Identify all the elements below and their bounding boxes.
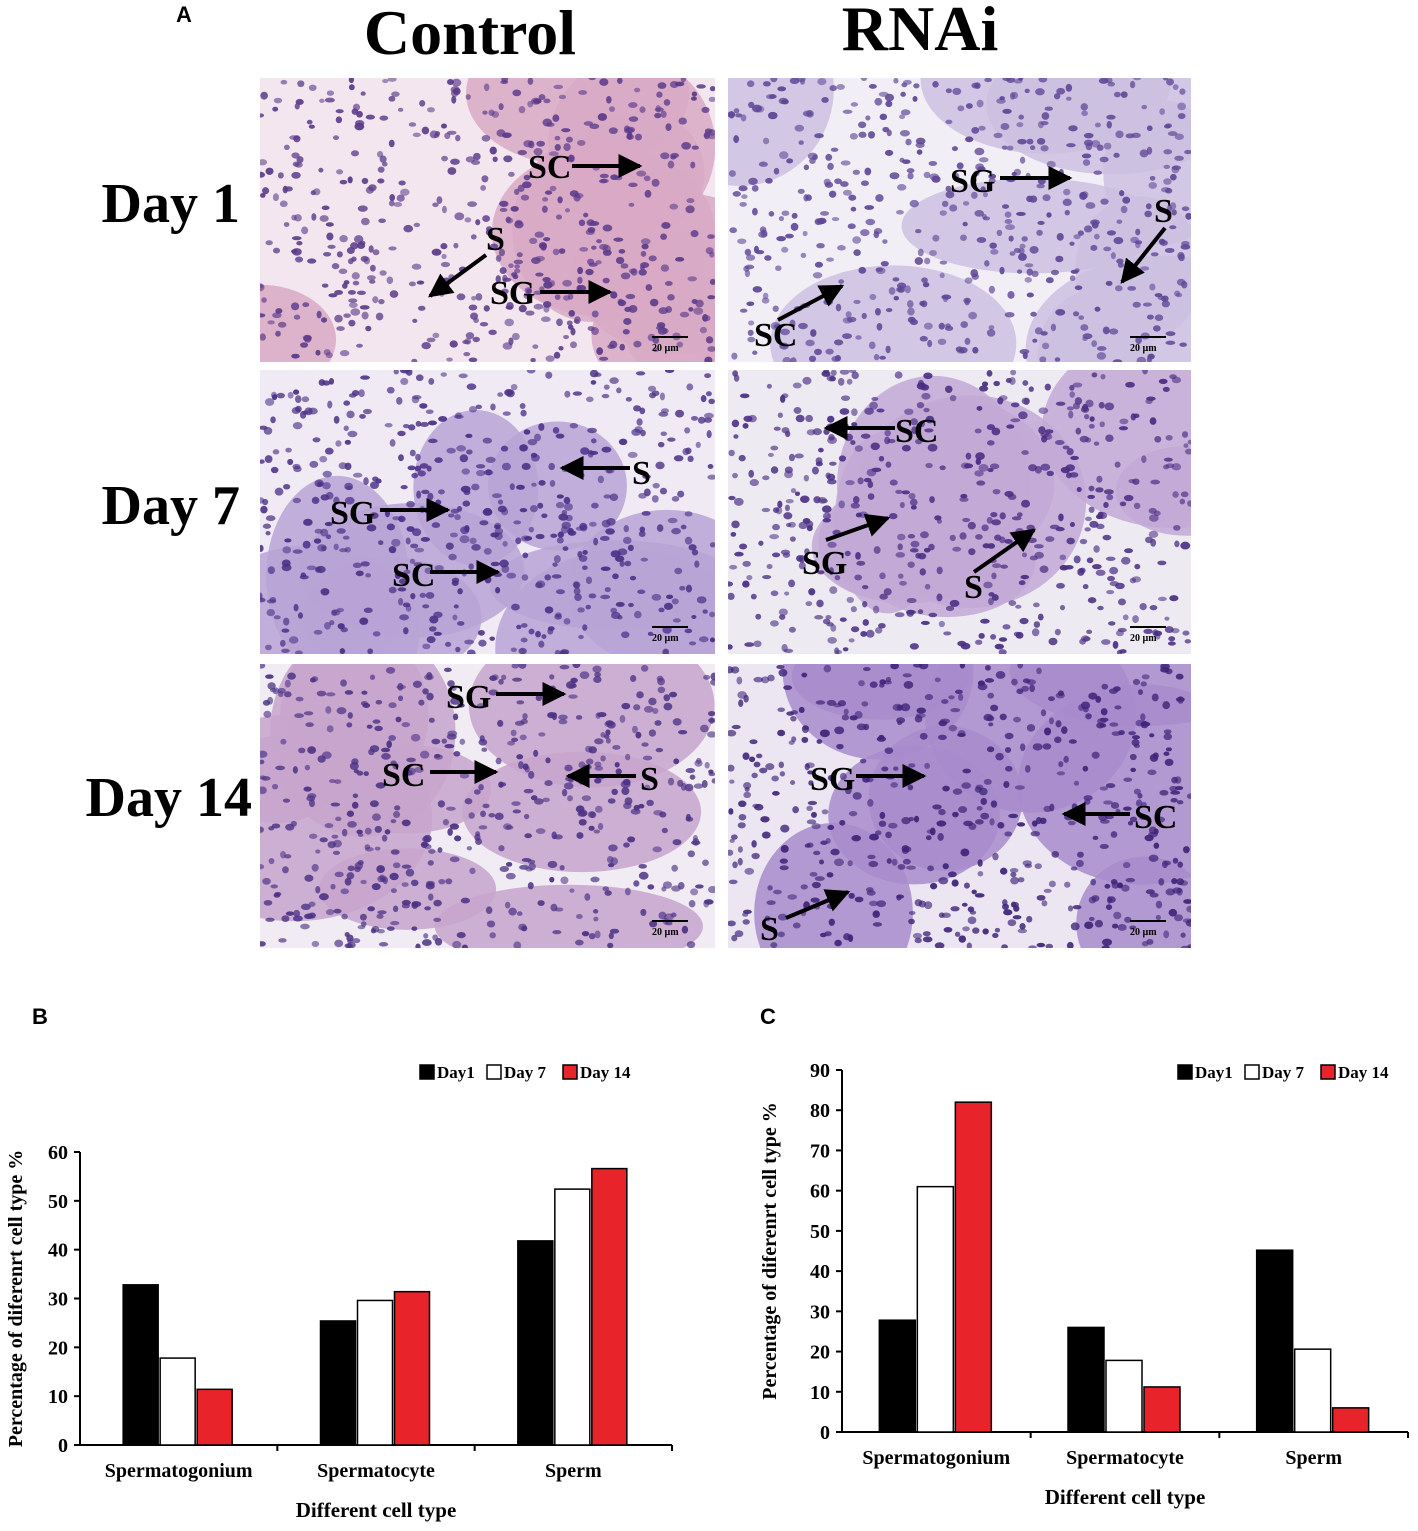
- panel-b-letter: B: [32, 1004, 48, 1029]
- x-axis-label: Different cell type: [1045, 1485, 1206, 1509]
- label-sg-r14: SG: [810, 761, 855, 798]
- bar-day7-sperm: [1293, 1348, 1332, 1433]
- legend-swatch: [1320, 1064, 1336, 1080]
- bar-day7-sperm: [554, 1188, 591, 1446]
- label-sc-r1: SC: [754, 317, 797, 354]
- y-axis-label: Percentage of diferenrt cell type %: [759, 1102, 781, 1399]
- y-axis-label: Percentage of diferenrt cell type %: [5, 1150, 27, 1447]
- x-tick-label: Spermatogonium: [862, 1447, 1010, 1469]
- legend-label: Day 14: [580, 1063, 631, 1082]
- label-sc-r7: SC: [895, 413, 938, 450]
- x-axis-label: Different cell type: [296, 1498, 457, 1522]
- x-tick-label: Sperm: [545, 1460, 602, 1482]
- legend-label: Day 7: [504, 1063, 547, 1082]
- label-sg-r7: SG: [802, 545, 847, 582]
- chart-c-svg: 0 10 20 30 40 50 60 70 80 90 Spermatogonium Spermat…: [759, 1060, 1409, 1509]
- y-tick-label: 90: [810, 1060, 830, 1082]
- micrograph-control-day14: [260, 664, 715, 948]
- legend-swatch: [1244, 1064, 1260, 1080]
- scale-bar-r1: 20 µm: [1130, 336, 1166, 356]
- chart-b: 0 10 20 30 40 50 60 Spermatogonium Spermatocyte S…: [0, 1040, 700, 1531]
- bar-day1-spermatogonium: [122, 1284, 159, 1446]
- y-tick-label: 30: [48, 1289, 68, 1311]
- bar-day1-sperm: [1255, 1249, 1294, 1433]
- label-s-c7: S: [632, 455, 651, 492]
- micrograph-control-day1: [260, 78, 715, 362]
- y-tick-label: 50: [48, 1191, 68, 1213]
- x-tick-label: Spermatogonium: [105, 1460, 253, 1482]
- bar-day7-spermatogonium: [159, 1357, 196, 1446]
- label-sc-c7: SC: [392, 557, 435, 594]
- x-tick-label: Sperm: [1285, 1447, 1342, 1469]
- bar-day14-sperm: [1331, 1407, 1370, 1433]
- label-sg-r1: SG: [950, 163, 995, 200]
- row-label-day7: Day 7: [101, 475, 240, 537]
- micrograph-control-day7: [260, 370, 715, 654]
- x-tick-label: Spermatocyte: [317, 1460, 435, 1482]
- label-sg-c14: SG: [446, 679, 491, 716]
- y-tick-label: 30: [810, 1301, 830, 1323]
- y-tick-label: 0: [820, 1422, 830, 1444]
- scale-bar-c7: 20 µm: [652, 626, 688, 646]
- chart-b-svg: 0 10 20 30 40 50 60 Spermatogonium Spermatocyte S…: [5, 1063, 673, 1522]
- chart-c: 0 10 20 30 40 50 60 70 80 90 Spermatogonium Spermat…: [740, 1040, 1418, 1531]
- y-tick-label: 80: [810, 1100, 830, 1122]
- label-sc-r14: SC: [1134, 799, 1177, 836]
- y-tick-label: 50: [810, 1221, 830, 1243]
- panel-a-letter: A: [176, 2, 192, 27]
- row-label-day1: Day 1: [101, 173, 240, 235]
- y-tick-label: 20: [810, 1342, 830, 1364]
- bar-day14-spermatogonium: [954, 1101, 993, 1433]
- label-s-r14: S: [760, 911, 779, 948]
- legend-swatch: [419, 1064, 435, 1080]
- bar-day14-spermatogonium: [196, 1388, 233, 1446]
- legend-label: Day1: [1195, 1063, 1233, 1082]
- bar-day7-spermatocyte: [356, 1299, 394, 1446]
- y-tick-label: 40: [810, 1261, 830, 1283]
- bar-day1-sperm: [517, 1240, 554, 1446]
- y-tick-label: 10: [810, 1382, 830, 1404]
- label-s-r1: S: [1154, 193, 1173, 230]
- bar-day1-spermatocyte: [1067, 1326, 1105, 1433]
- legend-swatch: [562, 1064, 578, 1080]
- y-tick-label: 60: [48, 1142, 68, 1164]
- micrograph-rnai-day1: [728, 78, 1191, 362]
- label-sc-c14: SC: [382, 757, 425, 794]
- y-tick-label: 40: [48, 1240, 68, 1262]
- y-tick-label: 60: [810, 1181, 830, 1203]
- bar-day14-spermatocyte: [393, 1290, 431, 1446]
- label-s-r7: S: [964, 569, 983, 606]
- micrograph-annotations: SC S SG SG S SC S SG SC SC SG S SG SC S: [330, 149, 1177, 948]
- scale-bar-r7: 20 µm: [1130, 626, 1166, 646]
- scale-bar-c14: 20 µm: [652, 920, 688, 940]
- label-sg-c7: SG: [330, 495, 375, 532]
- y-tick-label: 70: [810, 1140, 830, 1162]
- bar-day1-spermatocyte: [319, 1320, 357, 1446]
- legend-label: Day 7: [1262, 1063, 1305, 1082]
- column-title-control: Control: [363, 0, 577, 68]
- label-s-c1: S: [486, 221, 505, 258]
- y-tick-label: 10: [48, 1386, 68, 1408]
- bar-day14-sperm: [591, 1167, 628, 1446]
- label-sc-c1: SC: [528, 149, 571, 186]
- bar-day7-spermatogonium: [916, 1185, 955, 1433]
- scale-bar-c1: 20 µm: [652, 336, 688, 356]
- label-s-c14: S: [640, 761, 659, 798]
- legend-label: Day1: [437, 1063, 475, 1082]
- row-label-day14: Day 14: [85, 767, 252, 829]
- y-tick-label: 0: [58, 1435, 68, 1457]
- micrograph-rnai-day14: [728, 664, 1191, 948]
- legend-label: Day 14: [1338, 1063, 1389, 1082]
- y-tick-label: 20: [48, 1337, 68, 1359]
- scale-bar-r14: 20 µm: [1130, 920, 1166, 940]
- bar-day1-spermatogonium: [878, 1319, 917, 1433]
- x-tick-label: Spermatocyte: [1066, 1447, 1184, 1469]
- legend-swatch: [1177, 1064, 1193, 1080]
- column-title-rnai: RNAi: [841, 0, 999, 64]
- label-sg-c1: SG: [490, 275, 535, 312]
- bar-day14-spermatocyte: [1143, 1386, 1181, 1433]
- panel-c-letter: C: [760, 1004, 776, 1029]
- legend-swatch: [486, 1064, 502, 1080]
- bar-day7-spermatocyte: [1105, 1359, 1143, 1433]
